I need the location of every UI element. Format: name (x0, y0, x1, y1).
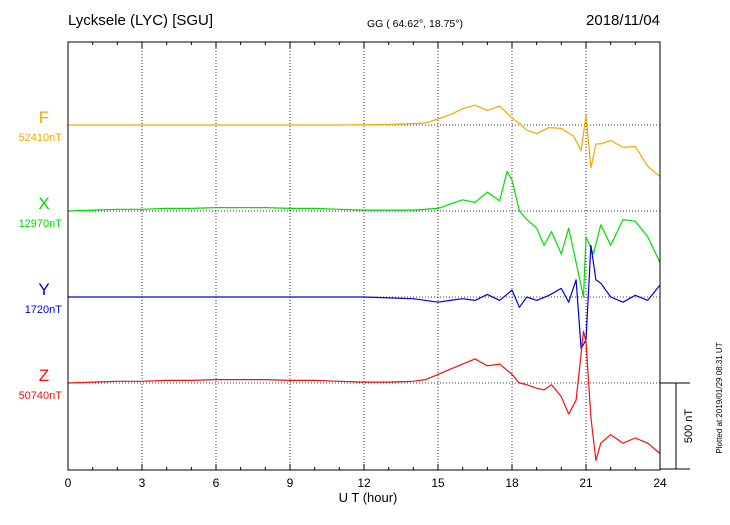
coordinates-label: GG ( 64.62°, 18.75°) (367, 18, 463, 30)
series-name-f: F (39, 108, 49, 127)
station-title: Lycksele (LYC) [SGU] (68, 12, 213, 29)
x-tick-label-9: 9 (287, 476, 294, 490)
series-baseline-f: 52410nT (19, 132, 63, 144)
series-line-x (67, 170, 661, 298)
x-tick-label-18: 18 (505, 476, 519, 490)
scale-bar: 500 nT (660, 382, 695, 470)
x-tick-label-0: 0 (65, 476, 72, 490)
series-line-y (68, 244, 661, 350)
series-line-f (68, 104, 661, 178)
series-baseline-z: 50740nT (19, 390, 63, 402)
scale-bar-label: 500 nT (683, 409, 695, 444)
series-name-x: X (38, 194, 49, 213)
series-line-z (67, 330, 661, 461)
x-axis-ticks: 0 3 6 9 12 15 18 21 24 (65, 42, 667, 490)
series-group (67, 104, 661, 461)
series-baseline-x: 12970nT (19, 218, 63, 230)
grid-lines (141, 42, 587, 470)
x-tick-label-3: 3 (139, 476, 146, 490)
baseline-lines (68, 124, 660, 384)
x-tick-label-15: 15 (431, 476, 445, 490)
x-tick-label-21: 21 (579, 476, 593, 490)
x-tick-label-24: 24 (653, 476, 667, 490)
series-name-y: Y (38, 280, 49, 299)
series-labels: F 52410nT X 12970nT Y 1720nT Z 50740nT (19, 108, 63, 402)
plotted-timestamp: Plotted at 2019/01/29 08:31 UT (715, 342, 724, 453)
series-baseline-y: 1720nT (25, 304, 63, 316)
x-tick-label-6: 6 (213, 476, 220, 490)
series-name-z: Z (39, 366, 49, 385)
x-axis-label: U T (hour) (339, 490, 398, 505)
date-label: 2018/11/04 (586, 12, 660, 29)
x-tick-label-12: 12 (357, 476, 371, 490)
